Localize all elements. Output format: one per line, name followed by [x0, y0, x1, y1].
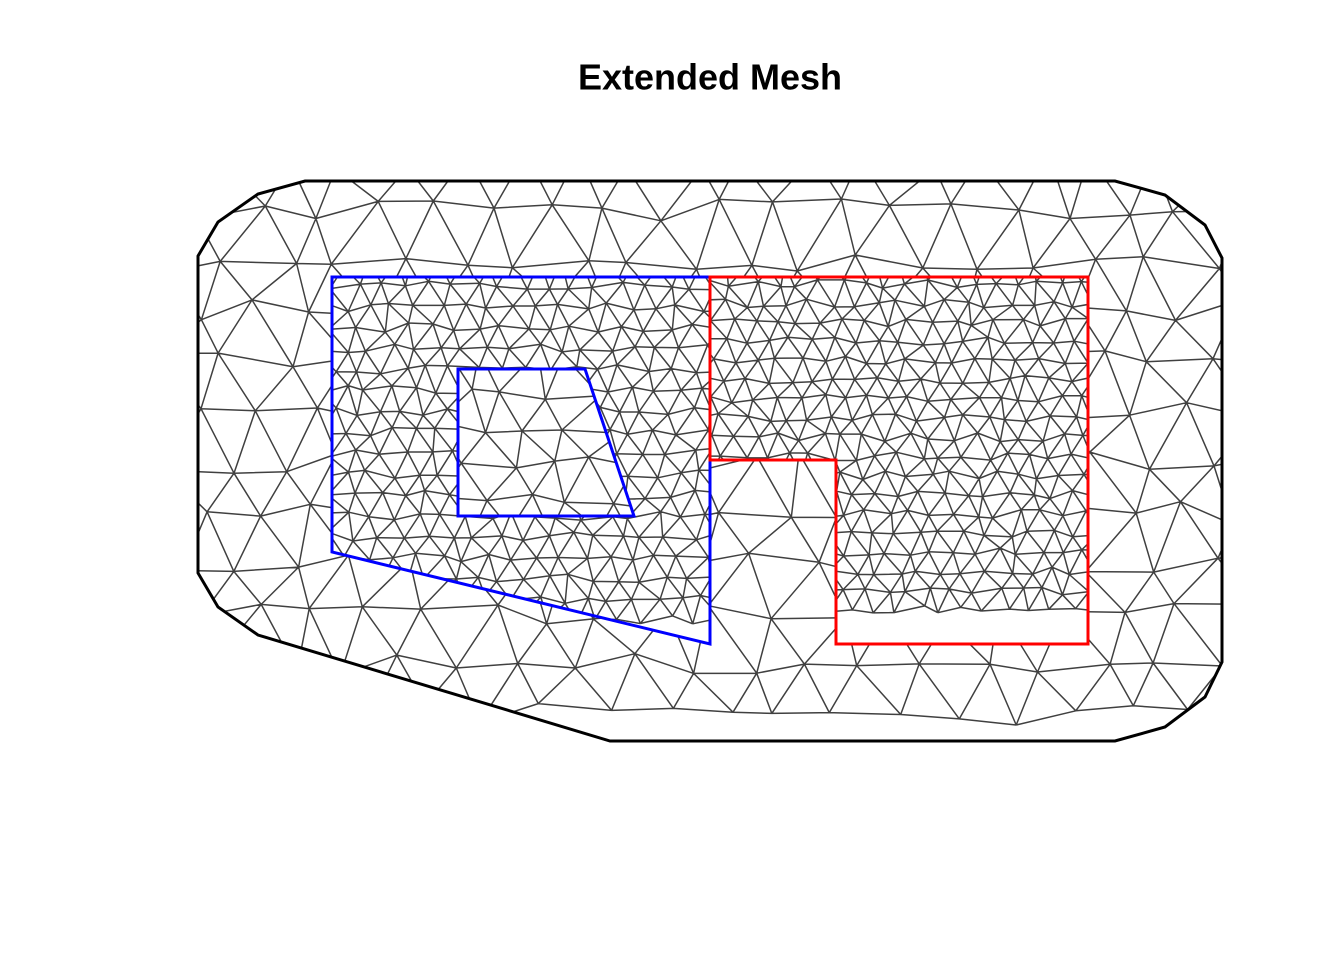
blue-hole [456, 367, 637, 518]
outer-boundary [196, 179, 1224, 743]
red-region [708, 275, 1090, 646]
blue-region [330, 275, 712, 646]
title: Extended Mesh [578, 57, 842, 98]
coarse-mesh [158, 151, 1314, 726]
